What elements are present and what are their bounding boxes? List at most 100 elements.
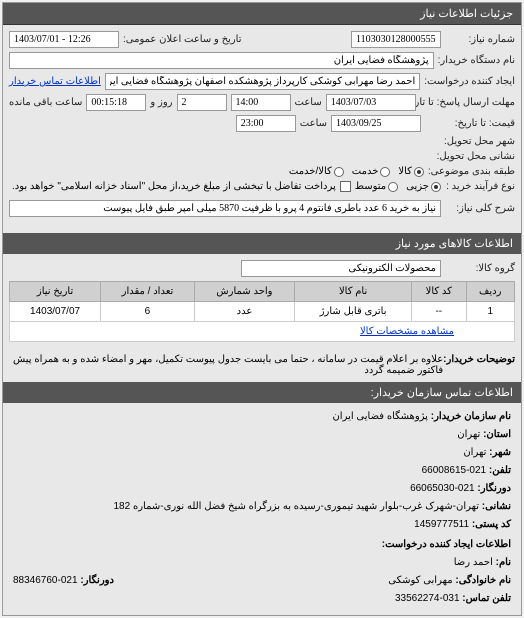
- radio-item-both[interactable]: کالا/خدمت: [289, 166, 344, 177]
- radio-item-medium[interactable]: متوسط: [355, 181, 398, 192]
- contact-province-label: استان:: [483, 429, 511, 440]
- input-response-date[interactable]: [326, 94, 416, 111]
- input-price-time[interactable]: [236, 115, 296, 132]
- row-budget-type: طبقه بندی موضوعی: کالا خدمت کالا/خدمت: [9, 166, 515, 177]
- radio-label-minor: جزیی: [406, 181, 429, 192]
- input-buyer-name[interactable]: [9, 52, 434, 69]
- radio-item-service[interactable]: خدمت: [352, 166, 391, 177]
- input-price-date[interactable]: [331, 115, 421, 132]
- buyer-note-text: علاوه بر اعلام قیمت در سامانه ، حتما می …: [9, 354, 443, 376]
- label-group: گروه کالا:: [445, 263, 515, 274]
- table-header-row: ردیف کد کالا نام کالا واحد شمارش تعداد /…: [10, 282, 515, 302]
- th-name: نام کالا: [295, 282, 412, 302]
- label-response-time: ساعت: [295, 97, 322, 108]
- row-price-until: قیمت: تا تاریخ: ساعت: [9, 115, 515, 132]
- radio-item-minor[interactable]: جزیی: [406, 181, 441, 192]
- row-response-deadline: مهلت ارسال پاسخ: تا تاریخ: ساعت روز و سا…: [9, 94, 515, 111]
- cell-qty: 6: [101, 302, 195, 322]
- contact-address: نشانی: تهران-شهرک غرب-بلوار شهید تیموری-…: [13, 499, 511, 515]
- input-general-desc[interactable]: [9, 200, 441, 217]
- input-group[interactable]: [241, 260, 441, 277]
- input-announce-date[interactable]: [9, 31, 119, 48]
- contact-fax-value: 021-66065030: [410, 483, 475, 494]
- cell-row: 1: [466, 302, 514, 322]
- items-section: گروه کالا: ردیف کد کالا نام کالا واحد شم…: [3, 254, 521, 348]
- contact-contactphone-label: تلفن تماس:: [462, 593, 511, 604]
- label-delivery-address: نشانی محل تحویل:: [437, 151, 515, 162]
- contact-orgfax: دورنگار: 021-88346760: [13, 573, 114, 589]
- items-table: ردیف کد کالا نام کالا واحد شمارش تعداد /…: [9, 281, 515, 342]
- input-remaining-time[interactable]: [86, 94, 146, 111]
- input-response-time[interactable]: [231, 94, 291, 111]
- label-budget-type: طبقه بندی موضوعی:: [428, 166, 515, 177]
- items-section-title: اطلاعات کالاهای مورد نیاز: [3, 233, 521, 254]
- contact-city-label: شهر:: [489, 447, 511, 458]
- row-purchase-type: نوع فرآیند خرید : جزیی متوسط پرداخت تفاض…: [9, 181, 515, 192]
- panel-title: جزئیات اطلاعات نیاز: [3, 3, 521, 25]
- buyer-note-label: توضیحات خریدار:: [443, 354, 515, 376]
- label-remaining-days: روز و: [150, 97, 172, 108]
- contact-phone: تلفن: 021-66008615: [13, 463, 511, 479]
- contact-city-value: تهران: [463, 447, 486, 458]
- input-remaining-days[interactable]: [177, 94, 227, 111]
- input-requester[interactable]: [105, 73, 420, 90]
- input-request-number[interactable]: [351, 31, 441, 48]
- buyer-note-row: توضیحات خریدار: علاوه بر اعلام قیمت در س…: [3, 348, 521, 382]
- cell-unit: عدد: [194, 302, 294, 322]
- radio-group-purchase: جزیی متوسط: [355, 181, 441, 192]
- contact-city: شهر: تهران: [13, 445, 511, 461]
- contact-org-label: نام سازمان خریدار:: [431, 411, 511, 422]
- link-view-specs[interactable]: مشاهده مشخصات کالا: [360, 326, 454, 337]
- details-panel: جزئیات اطلاعات نیاز شماره نیاز: تاریخ و …: [2, 2, 522, 616]
- cell-code: --: [412, 302, 466, 322]
- contact-province-value: تهران: [457, 429, 480, 440]
- radio-label-medium: متوسط: [355, 181, 386, 192]
- radio-item-goods[interactable]: کالا: [398, 166, 424, 177]
- contact-body: نام سازمان خریدار: پژوهشگاه فضایی ایران …: [3, 403, 521, 615]
- table-row[interactable]: 1 -- باتری قابل شارژ عدد 6 1403/07/07: [10, 302, 515, 322]
- row-delivery-address: نشانی محل تحویل:: [9, 151, 515, 162]
- radio-label-goods: کالا: [398, 166, 412, 177]
- label-remaining-suffix: ساعت باقی مانده: [9, 97, 82, 108]
- contact-section-title: اطلاعات تماس سازمان خریدار:: [3, 382, 521, 403]
- contact-lastname-value: مهرابی کوشکی: [388, 575, 452, 586]
- label-announce-date: تاریخ و ساعت اعلان عمومی:: [123, 34, 242, 45]
- radio-minor[interactable]: [431, 182, 441, 192]
- radio-group-budget: کالا خدمت کالا/خدمت: [289, 166, 424, 177]
- label-purchase-type: نوع فرآیند خرید :: [445, 181, 515, 192]
- radio-service[interactable]: [380, 167, 390, 177]
- th-code: کد کالا: [412, 282, 466, 302]
- label-request-number: شماره نیاز:: [445, 34, 515, 45]
- radio-label-both: کالا/خدمت: [289, 166, 332, 177]
- checkbox-payment-note[interactable]: [340, 181, 351, 192]
- contact-firstname-label: نام:: [496, 557, 511, 568]
- link-buyer-contact[interactable]: اطلاعات تماس خریدار: [9, 76, 101, 87]
- row-buyer-name: نام دستگاه خریدار:: [9, 52, 515, 69]
- contact-orgfax-value: 021-88346760: [13, 575, 78, 586]
- label-price-time: ساعت: [300, 118, 327, 129]
- label-price-until: قیمت: تا تاریخ:: [425, 118, 515, 129]
- contact-lastname-label: نام خانوادگی:: [455, 575, 511, 586]
- label-delivery-city: شهر محل تحویل:: [444, 136, 515, 147]
- contact-fax-label: دورنگار:: [477, 483, 511, 494]
- label-general-desc: شرح کلی نیاز:: [445, 203, 515, 214]
- purchase-note: پرداخت تفاضل با تبخشی از مبلغ خرید،از مح…: [12, 181, 336, 192]
- th-row: ردیف: [466, 282, 514, 302]
- cell-name: باتری قابل شارژ: [295, 302, 412, 322]
- contact-org: نام سازمان خریدار: پژوهشگاه فضایی ایران: [13, 409, 511, 425]
- radio-both[interactable]: [334, 167, 344, 177]
- th-qty: تعداد / مقدار: [101, 282, 195, 302]
- contact-phone-label: تلفن:: [489, 465, 511, 476]
- label-requester: ایجاد کننده درخواست:: [424, 76, 515, 87]
- table-row-link: مشاهده مشخصات کالا: [10, 322, 515, 342]
- contact-postal-value: 1459777511: [414, 519, 469, 530]
- contact-org-value: پژوهشگاه فضایی ایران: [332, 411, 428, 422]
- radio-medium[interactable]: [388, 182, 398, 192]
- row-delivery-city: شهر محل تحویل:: [9, 136, 515, 147]
- row-request-number: شماره نیاز: تاریخ و ساعت اعلان عمومی:: [9, 31, 515, 48]
- contact-contactphone: تلفن تماس: 031-33562274: [13, 591, 511, 607]
- radio-goods[interactable]: [414, 167, 424, 177]
- contact-lastname: نام خانوادگی: مهرابی کوشکی: [388, 573, 511, 589]
- contact-firstname-value: احمد رضا: [454, 557, 493, 568]
- contact-postal: کد پستی: 1459777511: [13, 517, 511, 533]
